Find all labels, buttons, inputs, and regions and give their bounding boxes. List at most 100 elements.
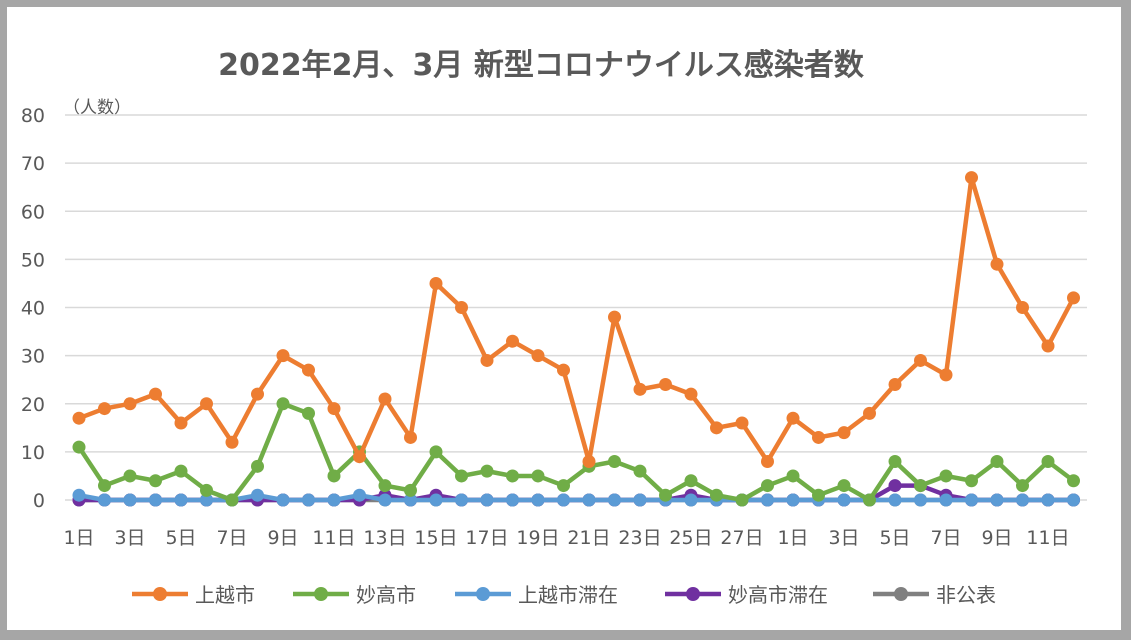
data-point	[174, 416, 188, 430]
y-tick-label: 80	[21, 105, 45, 127]
data-point	[582, 455, 596, 468]
data-point	[965, 474, 978, 488]
legend-label: 上越市滞在	[518, 583, 618, 607]
data-point	[404, 493, 417, 507]
data-point	[837, 493, 851, 507]
legend-swatch-marker	[314, 587, 328, 601]
data-point	[863, 406, 876, 420]
data-point	[149, 474, 162, 488]
data-point	[710, 421, 723, 435]
data-point	[735, 493, 749, 507]
data-point	[1041, 455, 1055, 468]
data-point	[429, 276, 443, 290]
data-point	[1041, 493, 1055, 507]
data-point	[965, 171, 978, 185]
data-point	[1016, 301, 1029, 314]
data-point	[480, 493, 494, 507]
series-1	[72, 397, 1080, 507]
data-point	[455, 493, 468, 507]
data-point	[633, 382, 647, 396]
x-tick-label: 7日	[216, 527, 247, 549]
data-point	[276, 349, 290, 363]
data-point	[608, 455, 621, 468]
data-point	[302, 363, 315, 377]
x-tick-label: 3日	[828, 527, 859, 549]
data-point	[123, 493, 137, 507]
data-point	[1016, 479, 1029, 493]
data-point	[149, 493, 162, 507]
data-point	[531, 469, 545, 483]
data-point	[608, 310, 621, 324]
x-axis-ticks: 1日 3日 5日 7日 9日 11日 13日 15日 17日 19日 21日 23日 25日 27日 1日 3…	[63, 527, 1069, 549]
series-lines	[72, 171, 1080, 507]
data-point	[98, 493, 111, 507]
data-point	[72, 488, 86, 502]
data-point	[200, 493, 213, 507]
data-point	[378, 493, 392, 507]
data-point	[200, 483, 213, 497]
data-point	[684, 474, 698, 488]
legend-label: 妙高市	[356, 583, 416, 607]
data-point	[735, 416, 749, 430]
data-point	[684, 387, 698, 401]
y-tick-label: 10	[21, 442, 45, 464]
legend-item: 上越市滞在	[455, 583, 618, 607]
data-point	[990, 493, 1004, 507]
data-point	[302, 406, 315, 420]
x-tick-label: 17日	[465, 527, 508, 549]
data-point	[557, 493, 570, 507]
chart-title: 2022年2月、3月 新型コロナウイルス感染者数	[218, 48, 865, 83]
data-point	[480, 464, 494, 478]
data-point	[276, 397, 290, 411]
data-point	[353, 488, 366, 502]
data-point	[251, 459, 264, 473]
data-point	[123, 397, 137, 411]
series-line	[78, 492, 1074, 503]
data-point	[404, 430, 417, 444]
data-point	[914, 353, 927, 367]
data-point	[812, 430, 825, 444]
data-point	[888, 378, 902, 391]
data-point	[455, 301, 468, 314]
data-point	[939, 469, 953, 483]
data-point	[990, 257, 1004, 271]
data-point	[98, 402, 111, 416]
x-tick-label: 5日	[879, 527, 910, 549]
data-point	[174, 464, 188, 478]
data-point	[98, 479, 111, 493]
legend-label: 妙高市滞在	[728, 583, 828, 607]
x-tick-label: 25日	[669, 527, 712, 549]
data-point	[1016, 493, 1029, 507]
data-point	[302, 493, 315, 507]
data-point	[225, 493, 239, 507]
x-tick-label: 3日	[114, 527, 145, 549]
data-point	[659, 488, 672, 502]
legend-item: 非公表	[873, 583, 996, 607]
data-point	[939, 368, 953, 382]
data-point	[659, 378, 672, 391]
data-point	[557, 363, 570, 377]
data-point	[761, 455, 774, 468]
data-point	[1067, 474, 1080, 488]
data-point	[608, 493, 621, 507]
x-tick-label: 11日	[1026, 527, 1069, 549]
legend-item: 妙高市	[293, 583, 416, 607]
x-tick-label: 15日	[414, 527, 457, 549]
data-point	[531, 493, 545, 507]
x-tick-label: 11日	[312, 527, 355, 549]
data-point	[200, 397, 213, 411]
data-point	[812, 488, 825, 502]
data-point	[1067, 291, 1080, 305]
data-point	[761, 479, 774, 493]
data-point	[506, 469, 519, 483]
data-point	[1067, 493, 1080, 507]
data-point	[327, 493, 341, 507]
data-point	[123, 469, 137, 483]
y-tick-label: 70	[21, 153, 45, 175]
data-point	[174, 493, 188, 507]
x-tick-label: 9日	[267, 527, 298, 549]
series-line	[78, 175, 1076, 464]
gridlines	[65, 114, 1087, 501]
x-tick-label: 1日	[777, 527, 808, 549]
legend-item: 妙高市滞在	[665, 583, 828, 607]
